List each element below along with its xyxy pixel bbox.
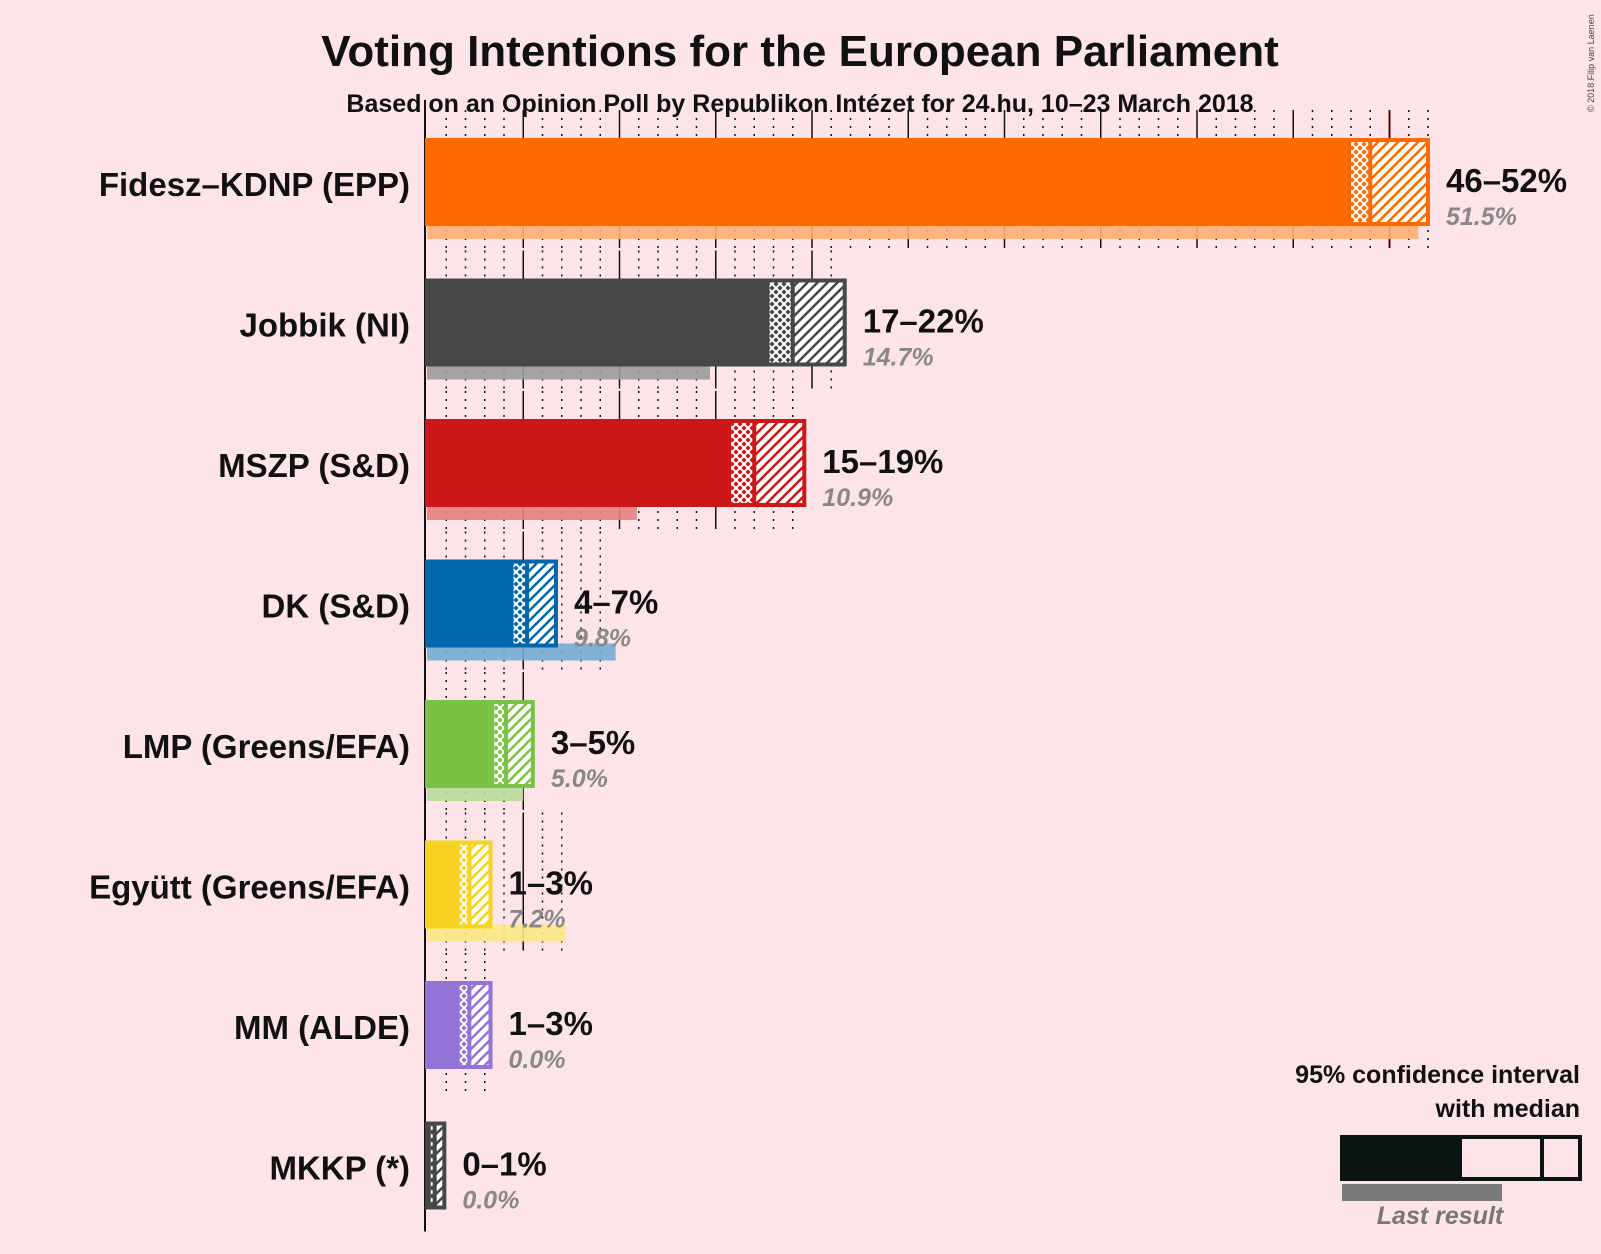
range-label: 0–1% <box>462 1146 546 1183</box>
ci-outline <box>425 840 493 929</box>
legend-cross <box>1462 1137 1542 1179</box>
ci-outline <box>425 700 535 788</box>
last-result-label: 7.2% <box>509 906 566 934</box>
ci-outline <box>425 138 1430 226</box>
ci-hatch-section <box>527 561 556 646</box>
party-row: DK (S&D) 4–7% 9.8% <box>262 531 658 670</box>
ci-solid-bar <box>427 561 514 646</box>
last-result-label: 5.0% <box>551 765 608 793</box>
last-result-label: 0.0% <box>509 1046 566 1074</box>
legend: 95% confidence interval with median Last… <box>1295 1061 1582 1230</box>
party-label: LMP (Greens/EFA) <box>123 728 410 765</box>
ci-outline <box>425 559 558 648</box>
ci-cross-section <box>1351 140 1371 224</box>
ci-cross-section <box>459 842 470 927</box>
party-label: Jobbik (NI) <box>240 307 411 344</box>
legend-last-result: Last result <box>1377 1202 1505 1230</box>
legend-line2: with median <box>1435 1095 1580 1123</box>
ci-solid-bar <box>427 421 732 505</box>
range-label: 3–5% <box>551 724 635 761</box>
bars-layer: Fidesz–KDNP (EPP) 46–52% 51.5% Jobbik (NI) 1… <box>89 110 1567 1215</box>
grid-layer <box>424 100 1391 1232</box>
range-label: 1–3% <box>509 865 593 902</box>
ci-solid-bar <box>427 280 770 365</box>
party-row: Jobbik (NI) 17–22% 14.7% <box>240 250 984 389</box>
legend-solid <box>1342 1137 1462 1179</box>
last-result-label: 0.0% <box>462 1187 519 1215</box>
party-row: LMP (Greens/EFA) 3–5% 5.0% <box>123 672 635 810</box>
ci-outline <box>425 419 807 507</box>
legend-last-bar <box>1342 1184 1502 1201</box>
ci-cross-section <box>459 983 470 1067</box>
range-label: 46–52% <box>1446 162 1567 199</box>
party-label: Fidesz–KDNP (EPP) <box>99 166 410 203</box>
ci-cross-section <box>494 702 506 786</box>
ci-hatch-section <box>792 280 845 365</box>
party-row: Együtt (Greens/EFA) 1–3% 7.2% <box>89 812 593 951</box>
range-label: 4–7% <box>574 584 658 621</box>
legend-hatch <box>1542 1137 1580 1179</box>
ci-solid-bar <box>427 702 495 786</box>
party-label: Együtt (Greens/EFA) <box>89 869 410 906</box>
party-row: MKKP (*) 0–1% 0.0% <box>269 1121 547 1215</box>
chart-title: Voting Intentions for the European Parli… <box>321 27 1279 76</box>
last-result-label: 51.5% <box>1446 203 1517 231</box>
ci-outline <box>425 278 847 367</box>
legend-line1: 95% confidence interval <box>1295 1061 1580 1089</box>
ci-hatch-section <box>754 421 805 505</box>
ci-solid-bar <box>427 983 460 1067</box>
last-result-bar <box>427 643 616 661</box>
ci-hatch-section <box>469 842 491 927</box>
party-row: Fidesz–KDNP (EPP) 46–52% 51.5% <box>99 110 1567 248</box>
ci-cross-section <box>769 280 793 365</box>
legend-outline <box>1340 1135 1582 1181</box>
last-result-bar <box>427 362 710 380</box>
last-result-bar <box>427 924 566 942</box>
ci-hatch-section <box>469 983 491 1067</box>
last-result-bar <box>427 503 637 520</box>
ci-hatch-section <box>434 1123 445 1208</box>
last-result-label: 10.9% <box>822 484 893 512</box>
chart-subtitle: Based on an Opinion Poll by Republikon I… <box>346 90 1253 118</box>
copyright-text: © 2018 Filip van Laenen <box>1586 14 1596 112</box>
ci-hatch-section <box>1370 140 1428 224</box>
party-label: MKKP (*) <box>269 1150 410 1187</box>
ci-outline <box>425 981 493 1069</box>
range-label: 17–22% <box>863 303 984 340</box>
party-row: MM (ALDE) 1–3% 0.0% <box>234 953 593 1091</box>
party-label: MM (ALDE) <box>234 1009 410 1046</box>
ci-hatch-section <box>505 702 533 786</box>
range-label: 1–3% <box>509 1005 593 1042</box>
last-result-bar <box>427 784 524 801</box>
ci-solid-bar <box>427 140 1351 224</box>
last-result-bar <box>427 222 1419 239</box>
last-result-label: 9.8% <box>574 625 631 653</box>
last-result-label: 14.7% <box>863 344 934 372</box>
party-label: MSZP (S&D) <box>218 447 410 484</box>
range-label: 15–19% <box>822 443 943 480</box>
ci-solid-bar <box>427 842 460 927</box>
ci-cross-section <box>731 421 755 505</box>
party-label: DK (S&D) <box>262 588 410 625</box>
ci-cross-section <box>513 561 528 646</box>
party-row: MSZP (S&D) 15–19% 10.9% <box>218 391 943 529</box>
